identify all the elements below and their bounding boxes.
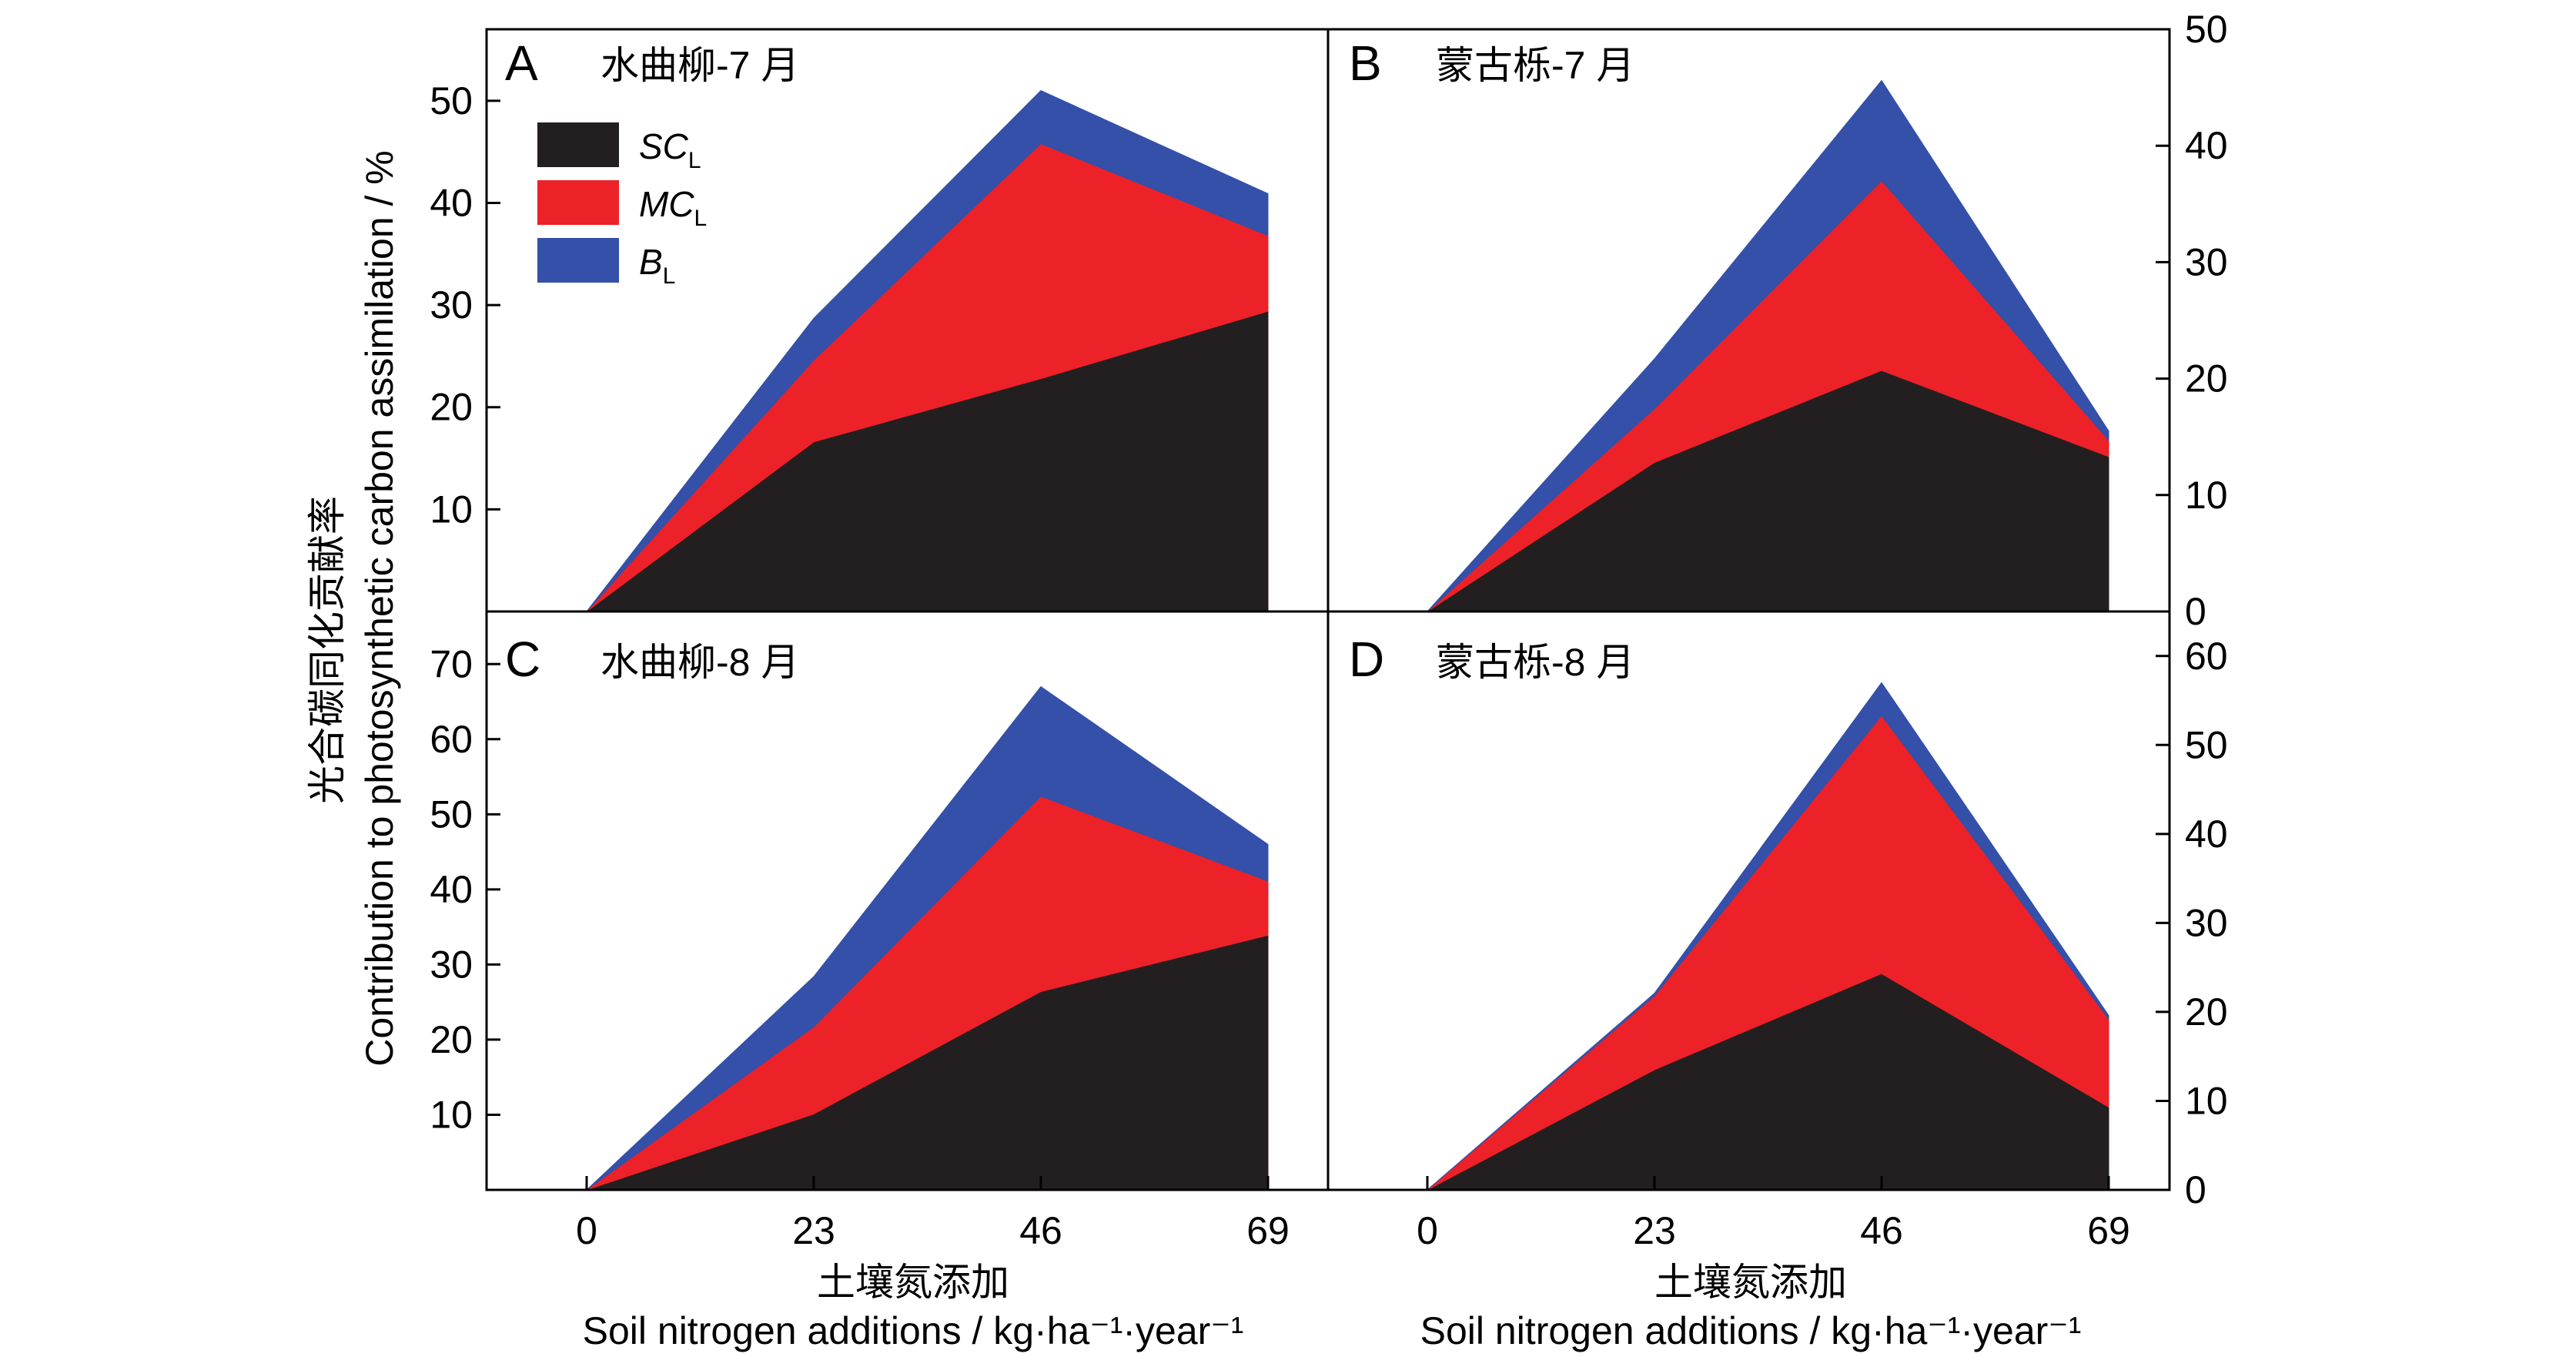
y-tick-label: 50 bbox=[2185, 723, 2228, 766]
panel-b: 0 10 20 30 40 50 B 蒙古栎-7 月 bbox=[1349, 8, 2228, 633]
y-tick-label: 40 bbox=[430, 181, 473, 224]
x-tick-label: 0 bbox=[1417, 1209, 1438, 1252]
legend: SCL MCL BL bbox=[537, 122, 707, 289]
panel-letter: C bbox=[505, 632, 540, 687]
x-tick-label: 0 bbox=[576, 1209, 597, 1252]
y-tick-label: 20 bbox=[430, 1018, 473, 1061]
legend-swatch-bl bbox=[537, 238, 619, 283]
panel-title: 蒙古栎-8 月 bbox=[1436, 641, 1634, 684]
y-tick-label: 30 bbox=[2185, 240, 2228, 283]
y-tick-label: 10 bbox=[2185, 1079, 2228, 1122]
y-tick-label: 10 bbox=[2185, 474, 2228, 517]
x-tick-label: 46 bbox=[1019, 1209, 1062, 1252]
panel-c: 10 20 30 40 50 60 70 0 23 46 69 C 水曲柳-8 月 bbox=[430, 632, 1289, 1252]
panel-title: 水曲柳-8 月 bbox=[601, 641, 799, 684]
frames bbox=[485, 28, 2171, 1191]
panel-title: 水曲柳-7 月 bbox=[601, 44, 799, 87]
x-axis-label-zh-right: 土壤氮添加 bbox=[1654, 1261, 1847, 1304]
y-tick-label: 10 bbox=[430, 488, 473, 531]
y-tick-label: 40 bbox=[2185, 124, 2228, 167]
x-axis-label-en-left: Soil nitrogen additions / kg·ha⁻¹·year⁻¹ bbox=[583, 1309, 1244, 1352]
y-axis-label-zh: 光合碳同化贡献率 bbox=[306, 496, 349, 804]
area-bl-c bbox=[586, 685, 1269, 1191]
y-tick-label: 10 bbox=[430, 1093, 473, 1136]
y-tick-label: 60 bbox=[2185, 635, 2228, 678]
area-bl-a bbox=[586, 90, 1269, 612]
x-tick-label: 69 bbox=[2087, 1209, 2130, 1252]
y-tick-label: 30 bbox=[2185, 901, 2228, 944]
y-tick-label: 50 bbox=[430, 79, 473, 122]
y-tick-label: 70 bbox=[430, 642, 473, 685]
panel-title: 蒙古栎-7 月 bbox=[1436, 44, 1634, 87]
panel-letter: D bbox=[1349, 632, 1384, 687]
y-tick-label: 30 bbox=[430, 283, 473, 327]
y-tick-label: 40 bbox=[430, 868, 473, 911]
panel-letter: B bbox=[1349, 35, 1382, 91]
y-tick-label: 20 bbox=[2185, 357, 2228, 400]
y-tick-label: 20 bbox=[430, 386, 473, 429]
y-tick-label: 40 bbox=[2185, 813, 2228, 856]
y-tick-label: 50 bbox=[2185, 8, 2228, 51]
x-axis-label-zh-left: 土壤氮添加 bbox=[817, 1261, 1009, 1304]
panels: 10 20 30 40 50 A 水曲柳-7 月 0 10 20 30 40 50 B 蒙古栎-7 月 10 2… bbox=[430, 8, 2227, 1252]
x-tick-label: 23 bbox=[792, 1209, 835, 1252]
x-tick-label: 23 bbox=[1633, 1209, 1676, 1252]
y-tick-label: 0 bbox=[2185, 590, 2206, 633]
legend-label-scl: SCL bbox=[639, 126, 701, 173]
x-axis-label-en-right: Soil nitrogen additions / kg·ha⁻¹·year⁻¹ bbox=[1420, 1309, 2082, 1352]
legend-swatch-scl bbox=[537, 122, 619, 167]
x-tick-label: 69 bbox=[1246, 1209, 1290, 1252]
legend-label-bl: BL bbox=[639, 242, 675, 289]
panel-a: 10 20 30 40 50 A 水曲柳-7 月 bbox=[430, 35, 1269, 612]
y-tick-label: 0 bbox=[2185, 1168, 2206, 1211]
panel-d: 0 10 20 30 40 50 60 0 23 46 69 D 蒙古栎-8 月 bbox=[1349, 632, 2228, 1252]
legend-swatch-mcl bbox=[537, 180, 619, 225]
legend-label-mcl: MCL bbox=[639, 184, 707, 231]
area-bl-b bbox=[1427, 79, 2109, 612]
y-tick-label: 50 bbox=[430, 792, 473, 836]
y-tick-label: 30 bbox=[430, 943, 473, 986]
y-tick-label: 20 bbox=[2185, 990, 2228, 1034]
y-axis-label-en: Contribution to photosynthetic carbon as… bbox=[358, 150, 401, 1067]
panel-letter: A bbox=[505, 35, 538, 91]
area-bl-d bbox=[1427, 682, 2109, 1191]
y-tick-label: 60 bbox=[430, 718, 473, 761]
x-tick-label: 46 bbox=[1860, 1209, 1903, 1252]
